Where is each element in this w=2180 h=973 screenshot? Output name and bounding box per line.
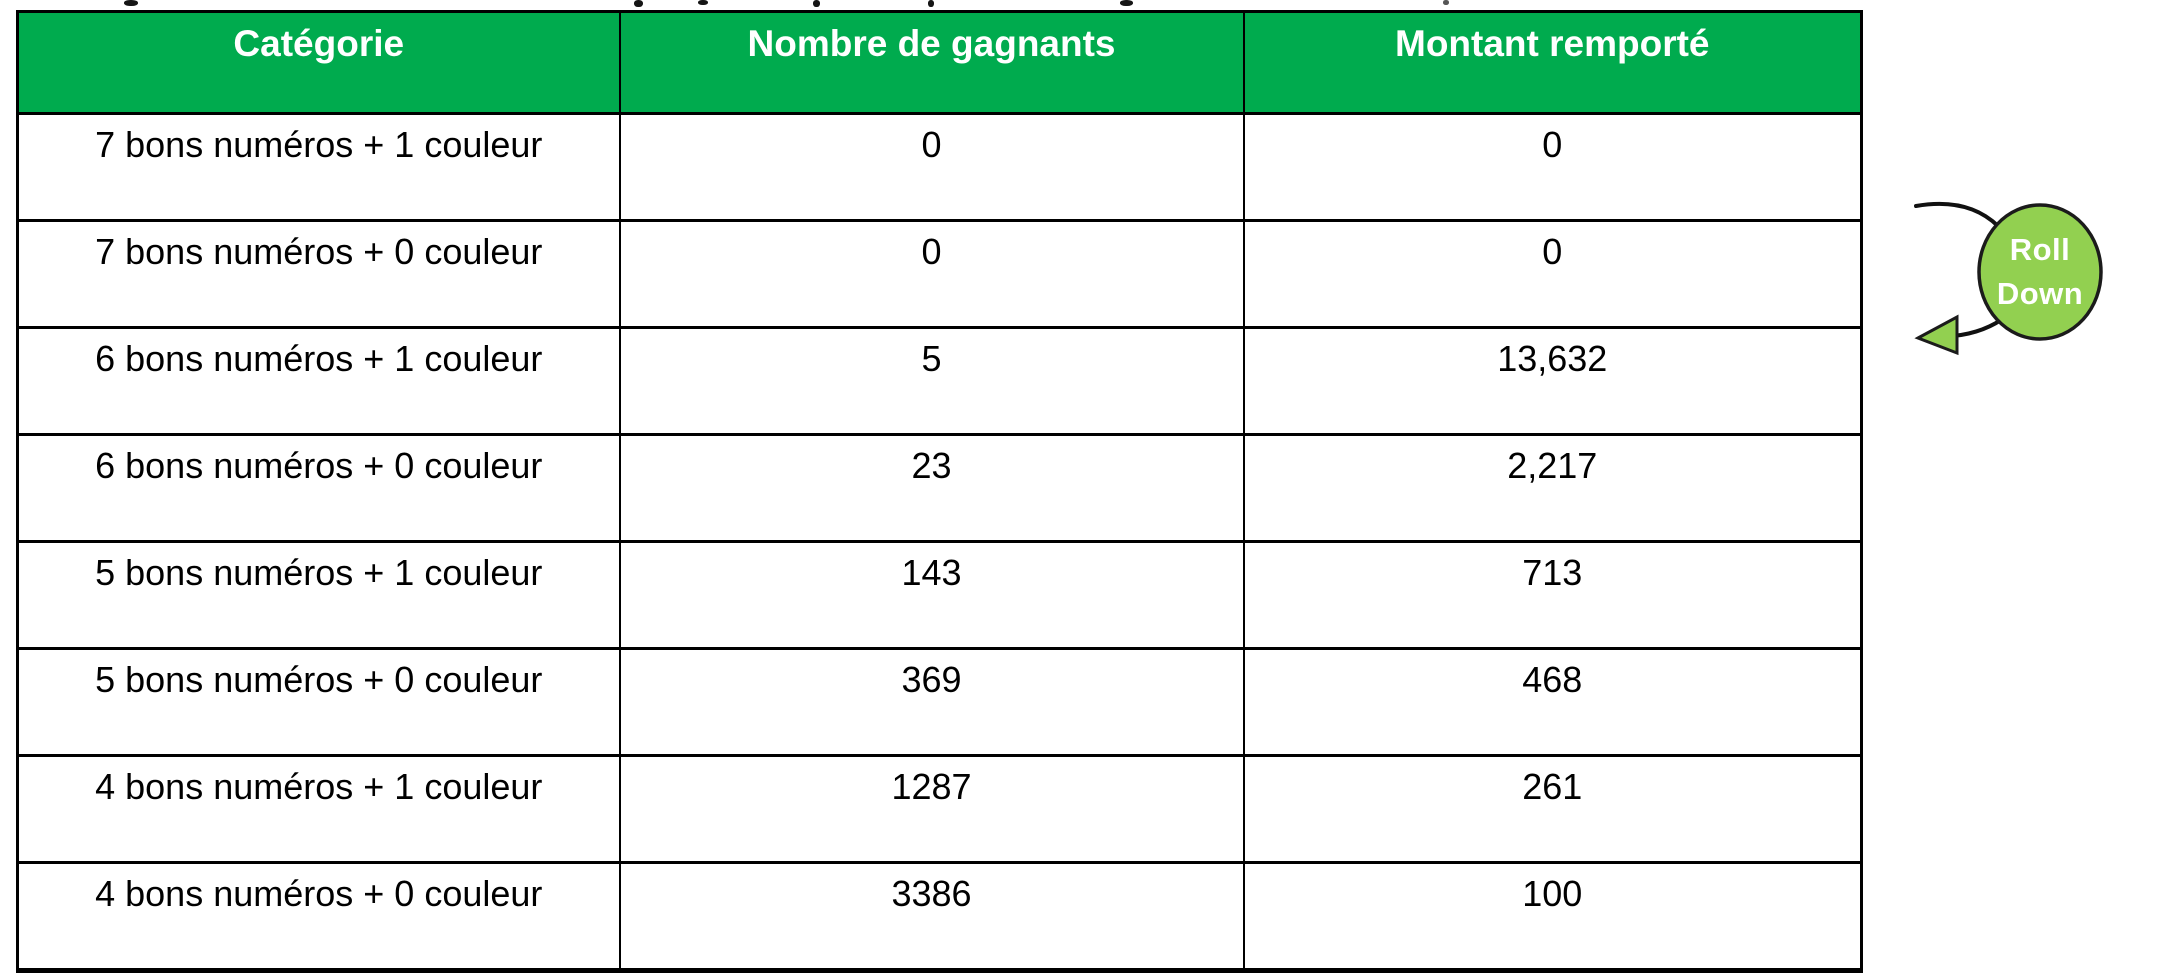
text-remnant bbox=[928, 0, 934, 7]
cell-categorie: 4 bons numéros + 1 couleur bbox=[16, 754, 621, 864]
cell-nombre-de-gagnants: 5 bbox=[618, 326, 1245, 436]
cell-nombre-de-gagnants: 0 bbox=[618, 219, 1245, 329]
text-remnant bbox=[813, 0, 820, 7]
roll-down-circle bbox=[1977, 203, 2103, 341]
column-header-montant-remporte: Montant remporté bbox=[1242, 10, 1863, 115]
cell-nombre-de-gagnants: 143 bbox=[618, 540, 1245, 650]
cell-montant-remporte: 261 bbox=[1242, 754, 1863, 864]
cell-categorie: 7 bons numéros + 1 couleur bbox=[16, 112, 621, 222]
cell-categorie: 5 bons numéros + 1 couleur bbox=[16, 540, 621, 650]
table-row: 6 bons numéros + 1 couleur 5 13,632 bbox=[16, 326, 1863, 436]
text-remnant bbox=[124, 0, 138, 6]
column-header-nombre-de-gagnants: Nombre de gagnants bbox=[618, 10, 1245, 115]
table-row: 5 bons numéros + 0 couleur 369 468 bbox=[16, 647, 1863, 757]
cell-nombre-de-gagnants: 1287 bbox=[618, 754, 1245, 864]
cell-nombre-de-gagnants: 3386 bbox=[618, 861, 1245, 972]
clipped-text-line bbox=[0, 0, 2180, 8]
cell-categorie: 5 bons numéros + 0 couleur bbox=[16, 647, 621, 757]
table-row: 6 bons numéros + 0 couleur 23 2,217 bbox=[16, 433, 1863, 543]
cell-categorie: 7 bons numéros + 0 couleur bbox=[16, 219, 621, 329]
table-row: 7 bons numéros + 0 couleur 0 0 bbox=[16, 219, 1863, 329]
text-remnant bbox=[1120, 0, 1133, 6]
text-remnant bbox=[634, 0, 643, 7]
text-remnant bbox=[1443, 0, 1449, 5]
roll-down-annotation: Roll Down bbox=[1895, 185, 2125, 380]
cell-montant-remporte: 0 bbox=[1242, 112, 1863, 222]
cell-categorie: 6 bons numéros + 0 couleur bbox=[16, 433, 621, 543]
cell-montant-remporte: 713 bbox=[1242, 540, 1863, 650]
results-table: Catégorie Nombre de gagnants Montant rem… bbox=[16, 10, 1863, 973]
cell-montant-remporte: 0 bbox=[1242, 219, 1863, 329]
table-row: 4 bons numéros + 1 couleur 1287 261 bbox=[16, 754, 1863, 864]
cell-montant-remporte: 13,632 bbox=[1242, 326, 1863, 436]
cell-montant-remporte: 468 bbox=[1242, 647, 1863, 757]
table-row: 4 bons numéros + 0 couleur 3386 100 bbox=[16, 861, 1863, 972]
curved-arrow-icon bbox=[1914, 201, 2103, 356]
cell-montant-remporte: 100 bbox=[1242, 861, 1863, 972]
column-header-categorie: Catégorie bbox=[16, 10, 621, 115]
table-row: 5 bons numéros + 1 couleur 143 713 bbox=[16, 540, 1863, 650]
cell-categorie: 4 bons numéros + 0 couleur bbox=[16, 861, 621, 972]
arrowhead-icon bbox=[1914, 314, 1959, 356]
cell-montant-remporte: 2,217 bbox=[1242, 433, 1863, 543]
cell-nombre-de-gagnants: 369 bbox=[618, 647, 1245, 757]
table-header: Catégorie Nombre de gagnants Montant rem… bbox=[16, 10, 1863, 115]
cell-nombre-de-gagnants: 23 bbox=[618, 433, 1245, 543]
table-body: 7 bons numéros + 1 couleur 0 0 7 bons numér… bbox=[16, 112, 1863, 972]
text-remnant bbox=[698, 0, 708, 5]
cell-nombre-de-gagnants: 0 bbox=[618, 112, 1245, 222]
header-row: Catégorie Nombre de gagnants Montant rem… bbox=[16, 10, 1863, 115]
arrow-curve-top bbox=[1914, 201, 2000, 228]
cell-categorie: 6 bons numéros + 1 couleur bbox=[16, 326, 621, 436]
table-row: 7 bons numéros + 1 couleur 0 0 bbox=[16, 112, 1863, 222]
